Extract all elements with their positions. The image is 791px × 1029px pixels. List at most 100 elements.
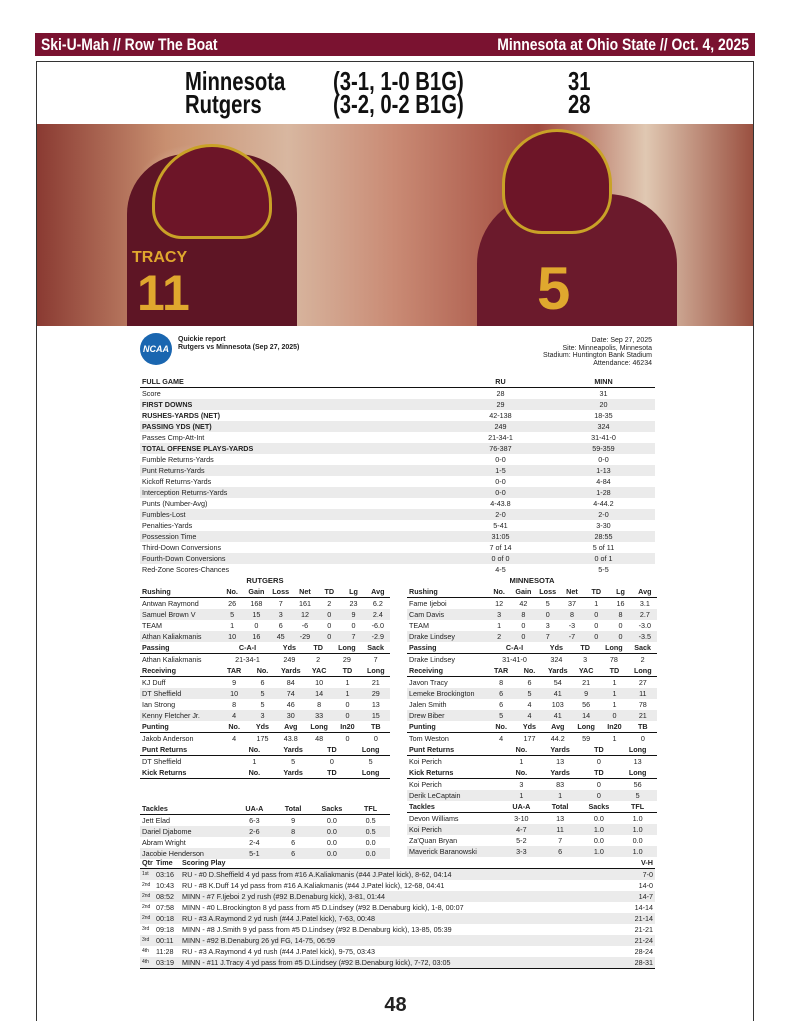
section-receiving: Receiving TAR No. Yards YAC TD Long Javon Tracy… [407,665,657,721]
stat-value: 0.5 [351,826,390,837]
stat-value: 4 [515,710,544,721]
stat-value: 0.5 [365,816,376,825]
stat-value: 6 [527,678,532,687]
column-header: Qtr [140,857,154,869]
stat-value: 5 [248,688,277,699]
report-title-text: Quickie report [178,336,226,343]
player-name: Drew Biber [407,710,487,721]
column-header: Sack [628,642,657,654]
helmet-left [152,144,272,239]
stat-value: 168 [250,599,263,608]
table-row: Athan Kaliakmanis 10 16 45 -29 0 7 -2.9 [140,631,390,642]
column-header: Yds [515,721,544,733]
stat-value: 0 [596,757,601,766]
stat-value: 1 [502,790,541,801]
table-row: DT Sheffield 10 5 74 14 1 29 [140,688,390,699]
meta-site: Site: Minneapolis, Minnesota [562,344,653,352]
table-row: Kenny Fletcher Jr. 4 3 30 33 0 15 [140,710,390,721]
stat-value: 7 [558,836,563,845]
scoring-play-row: 1st 03:16 RU - #0 D.Sheffield 4 yd pass fr… [140,868,655,880]
column-header: No. [219,586,245,598]
stat-label: Interception Returns-Yards [140,487,449,498]
stat-value: -3.0 [638,621,652,630]
stat-value: 5-1 [235,848,274,859]
headline-team-1: Minnesota [185,66,286,96]
ru-value: 42-138 [489,411,512,420]
stat-value: 41 [543,710,572,721]
stat-value: 0 [254,621,259,630]
stat-value: 0.0 [365,838,376,847]
stat-value: 3 [486,609,512,620]
stat-value: 1 [600,688,629,699]
player-name: Drake Lindsey [409,655,455,664]
stat-value: 83 [556,780,565,789]
stat-value: 1 [612,700,617,709]
stat-value: 1 [333,688,362,699]
stat-value: 23 [349,599,358,608]
stat-value: 0 [584,631,609,642]
stat-value: 6 [260,678,265,687]
headline-score-1: 31 [568,66,591,96]
section-header: Kick Returns No. Yards TD Long [140,767,390,779]
stat-value: 13 [556,757,565,766]
player-name: Jakob Anderson [142,734,194,743]
column-header: TD [579,767,619,779]
column-header: YAC [571,665,601,677]
stat-label: TOTAL OFFENSE PLAYS-YARDS [140,443,449,454]
table-row: Athan Kaliakmanis 21-34-1 249 2 29 7 [140,654,390,666]
column-header: V-H [615,857,655,869]
column-header: No. [486,586,512,598]
stat-value: 249 [283,655,296,664]
scoring-play-row: 2nd 10:43 RU - #8 K.Duff 14 yd pass from #… [140,880,655,891]
play-description: MINN - #92 B.Denaburg 26 yd FG, 14-75, 0… [180,935,615,946]
table-row: Dariel Djabome 2-6 8 0.0 0.5 [140,826,390,837]
minn-value: 31-41-0 [591,433,616,442]
column-header: Avg [543,721,572,733]
stat-value: 8 [608,609,633,620]
table-row: Devon Williams 3-10 13 0.0 1.0 [407,813,657,825]
stat-value: 46 [286,700,295,709]
minn-value: 4-84 [596,477,611,486]
table-row: Fumble Returns-Yards 0-0 0-0 [140,454,655,465]
stat-value: 0.0 [326,838,337,847]
stat-value: 1.0 [579,824,619,835]
column-header: Rushing [140,586,220,598]
table-row: Javon Tracy 8 6 54 21 1 27 [407,677,657,689]
report-subtitle: Rutgers vs Minnesota (Sep 27, 2025) [178,344,300,351]
stat-value: 13 [633,757,642,766]
column-header: Avg [632,586,657,598]
column-header: Yards [273,767,313,779]
minn-value: 2-0 [552,509,655,520]
stat-value: 2 [486,631,512,642]
column-header: Passing [140,642,220,654]
stat-value: 0 [351,621,356,630]
minn-value: 5 of 11 [592,543,615,552]
column-header: Kick Returns [140,767,235,779]
column-header: TAR [486,665,516,677]
column-header: TD [317,586,342,598]
stat-value: 5 [515,688,544,699]
player-name: Tom Weston [409,734,449,743]
player-name: TEAM [409,621,429,630]
stat-value: 14 [304,688,334,699]
minn-value: 18-35 [594,411,613,420]
section-header: Punt Returns No. Yards TD Long [407,744,657,756]
minn-value: 324 [552,421,655,432]
stat-value: 14 [571,710,601,721]
minn-value: 1-28 [552,487,655,498]
score: 7-0 [615,868,655,880]
column-header: Long [618,767,657,779]
ru-value: 2-0 [449,509,552,520]
game-photo: 11 TRACY 5 [37,124,753,326]
quarter: 4th [140,957,154,968]
stat-value: 56 [633,780,642,789]
column-header: TD [312,744,352,756]
minn-value: 1-13 [552,465,655,476]
ru-value: 0-0 [495,455,506,464]
stat-value: 0.0 [312,848,352,859]
column-header: Long [304,721,334,733]
section-rushing: Rushing No. Gain Loss Net TD Lg Avg Fame Ijeboi 1… [407,586,657,642]
column-header: Punting [407,721,487,733]
column-header: TFL [351,803,390,815]
table-row: Ian Strong 8 5 46 8 0 13 [140,699,390,710]
